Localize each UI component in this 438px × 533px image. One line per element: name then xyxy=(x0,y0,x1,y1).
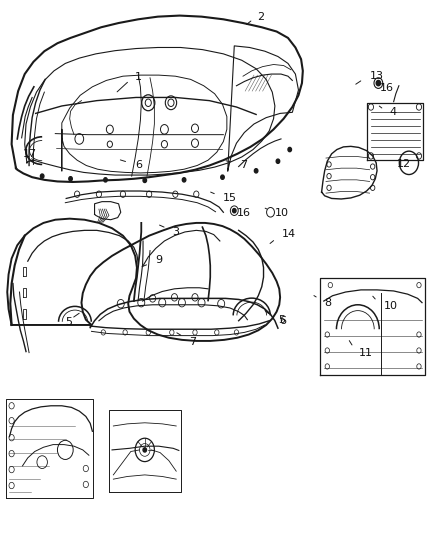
Text: 3: 3 xyxy=(172,227,179,237)
Circle shape xyxy=(288,148,291,152)
Text: 10: 10 xyxy=(275,208,289,219)
Text: 16: 16 xyxy=(380,83,394,93)
Text: 2: 2 xyxy=(258,12,265,22)
Circle shape xyxy=(104,177,107,182)
Circle shape xyxy=(40,174,44,178)
Text: 12: 12 xyxy=(397,159,411,169)
Circle shape xyxy=(276,159,280,164)
Circle shape xyxy=(254,168,258,173)
Text: 4: 4 xyxy=(389,107,396,117)
Text: 15: 15 xyxy=(223,193,237,204)
Text: 8: 8 xyxy=(325,297,332,308)
Circle shape xyxy=(143,178,147,182)
Text: 11: 11 xyxy=(359,348,373,358)
Text: 14: 14 xyxy=(283,229,297,239)
Text: 7: 7 xyxy=(189,337,196,347)
Text: 17: 17 xyxy=(22,149,37,159)
Text: 5: 5 xyxy=(279,314,286,325)
Text: 6: 6 xyxy=(135,160,142,171)
Text: 5: 5 xyxy=(65,317,72,327)
Text: 16: 16 xyxy=(237,208,251,219)
Text: 9: 9 xyxy=(155,255,163,265)
Circle shape xyxy=(221,175,224,179)
Circle shape xyxy=(376,80,381,86)
Circle shape xyxy=(143,448,147,452)
Text: 6: 6 xyxy=(279,316,286,326)
Text: 1: 1 xyxy=(135,72,142,82)
Circle shape xyxy=(182,177,186,182)
Text: 10: 10 xyxy=(384,301,398,311)
Circle shape xyxy=(233,208,236,213)
Text: 7: 7 xyxy=(240,160,247,171)
Circle shape xyxy=(69,176,72,181)
Text: 13: 13 xyxy=(370,71,384,81)
